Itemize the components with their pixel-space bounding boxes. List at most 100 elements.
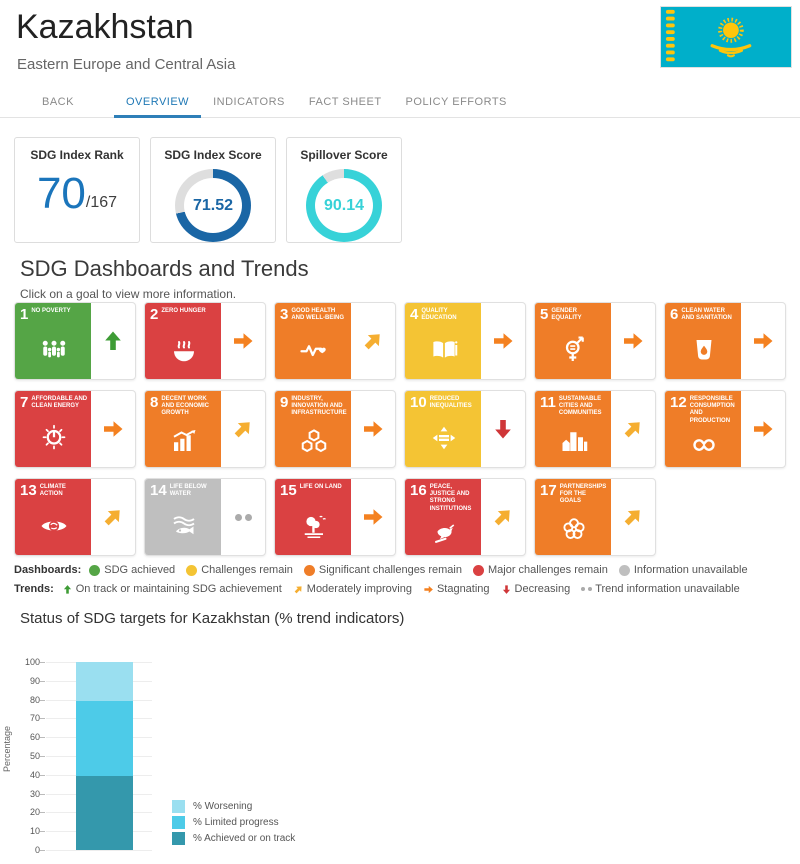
- sdg-8-panel: 8 Decent Work and Economic Growth: [145, 391, 221, 467]
- sdg-title: Gender Equality: [551, 308, 582, 322]
- status-dot-icon: [473, 564, 484, 576]
- tab-overview[interactable]: OVERVIEW: [113, 88, 202, 118]
- bar-segment-limited-progress[interactable]: [76, 700, 133, 776]
- sdg-11-pictogram-icon: [540, 418, 608, 465]
- trend-stagnating-arrow-icon: [494, 333, 513, 349]
- sdg-5-panel: 5 Gender Equality: [535, 303, 611, 379]
- legend-item: Decreasing: [501, 583, 570, 595]
- trend-stagnating-arrow-icon: [104, 421, 123, 437]
- sdg-tile-4[interactable]: 4 Quality Education: [404, 302, 526, 380]
- sdg-17-trend: [611, 479, 655, 555]
- chart-legend-text: % Worsening: [193, 801, 253, 812]
- flag-eagle-icon: [710, 44, 752, 58]
- sdg-1-trend: [91, 303, 135, 379]
- trend-moderate-arrow-icon: [364, 334, 380, 350]
- sdg-index-score-value: 71.52: [192, 196, 234, 214]
- sdg-number: 12: [670, 394, 687, 411]
- sdg-tile-14[interactable]: 14 Life Below Water: [144, 478, 266, 556]
- legend-item: Information unavailable: [618, 564, 748, 576]
- sdg-tile-8[interactable]: 8 Decent Work and Economic Growth: [144, 390, 266, 468]
- sdg-15-pictogram-icon: [280, 498, 348, 553]
- flag-ornament-band: [665, 9, 675, 62]
- bar-segment-worsening[interactable]: [76, 662, 133, 701]
- sdg-title: Responsible Consumption and Production: [689, 396, 735, 424]
- sdg-title: Life Below Water: [169, 484, 207, 498]
- sdg-9-panel: 9 Industry, Innovation and Infrastructure: [275, 391, 351, 467]
- sdg-3-trend: [351, 303, 395, 379]
- sdg-6-pictogram-icon: [670, 322, 738, 377]
- sdg-7-panel: 7 Affordable and Clean Energy: [15, 391, 91, 467]
- chart-title: Status of SDG targets for Kazakhstan (% …: [20, 610, 405, 627]
- sdg-number: 10: [410, 394, 427, 411]
- trend-stagnating-arrow-icon: [424, 585, 433, 593]
- trends-legend: Trends: On track or maintaining SDG achie…: [14, 583, 751, 595]
- legend-item: On track or maintaining SDG achievement: [62, 583, 282, 595]
- trend-stagnating-arrow-icon: [754, 333, 773, 349]
- sdg-15-trend: [351, 479, 395, 555]
- dashboards-legend: Dashboards: SDG achieved Challenges remain…: [14, 564, 759, 576]
- bar-segment-achieved-or-on-track[interactable]: [76, 775, 133, 850]
- sdg-number: 3: [280, 306, 289, 323]
- status-dot-icon: [618, 564, 630, 576]
- sdg-number: 5: [540, 306, 549, 323]
- sdg-4-panel: 4 Quality Education: [405, 303, 481, 379]
- sdg-17-pictogram-icon: [540, 506, 608, 553]
- sdg-11-trend: [611, 391, 655, 467]
- sdg-number: 7: [20, 394, 29, 411]
- sdg-tile-1[interactable]: 1 No Poverty: [14, 302, 136, 380]
- legend-item-label: Significant challenges remain: [318, 564, 462, 576]
- sdg-tile-15[interactable]: 15 Life on Land: [274, 478, 396, 556]
- sdg-tile-9[interactable]: 9 Industry, Innovation and Infrastructure: [274, 390, 396, 468]
- sdg-17-panel: 17 Partnerships for the Goals: [535, 479, 611, 555]
- spillover-score-card: Spillover Score 90.14: [286, 137, 402, 243]
- y-tick-label: 10: [29, 826, 40, 837]
- legend-item-label: Stagnating: [436, 583, 490, 595]
- sdg-tile-13[interactable]: 13 Climate Action: [14, 478, 136, 556]
- sdg-title: Sustainable Cities and Communities: [558, 396, 602, 417]
- sdg-tile-12[interactable]: 12 Responsible Consumption and Production: [664, 390, 786, 468]
- sdg-7-pictogram-icon: [20, 410, 88, 465]
- rank-card-title: SDG Index Rank: [30, 148, 124, 162]
- sdg-tile-11[interactable]: 11 Sustainable Cities and Communities: [534, 390, 656, 468]
- sdg-title: Reduced Inequalities: [429, 396, 472, 410]
- y-tick-label: 100: [24, 657, 40, 667]
- sdg-title: Partnerships for the Goals: [559, 484, 607, 505]
- tab-back[interactable]: BACK: [42, 96, 74, 108]
- sdg-tile-7[interactable]: 7 Affordable and Clean Energy: [14, 390, 136, 468]
- sdg-16-pictogram-icon: [410, 513, 478, 553]
- sdg-14-trend: [221, 479, 265, 555]
- sdg-tile-17[interactable]: 17 Partnerships for the Goals: [534, 478, 656, 556]
- sdg-14-panel: 14 Life Below Water: [145, 479, 221, 555]
- legend-item-label: SDG achieved: [104, 564, 176, 576]
- sdg-8-pictogram-icon: [150, 418, 218, 465]
- sdg-14-pictogram-icon: [150, 498, 218, 553]
- tab-policy-efforts[interactable]: POLICY EFFORTS: [405, 96, 507, 108]
- sdg-10-pictogram-icon: [410, 410, 478, 465]
- tab-indicators[interactable]: INDICATORS: [213, 96, 285, 108]
- sdg-tile-2[interactable]: 2 Zero Hunger: [144, 302, 266, 380]
- sdg-tile-16[interactable]: 16 Peace, Justice and Strong Institutions: [404, 478, 526, 556]
- legend-item-label: Trend information unavailable: [595, 583, 740, 595]
- legend-swatch-icon: [172, 832, 185, 845]
- tab-fact-sheet[interactable]: FACT SHEET: [308, 96, 382, 108]
- sdg-13-trend: [91, 479, 135, 555]
- sdg-7-trend: [91, 391, 135, 467]
- y-tick-label: 0: [34, 845, 40, 855]
- sdg-tile-5[interactable]: 5 Gender Equality: [534, 302, 656, 380]
- sdg-1-pictogram-icon: [20, 322, 88, 377]
- trend-moderate-arrow-icon: [294, 585, 302, 593]
- sdg-tile-10[interactable]: 10 Reduced Inequalities: [404, 390, 526, 468]
- sdg-tile-3[interactable]: 3 Good Health and Well-Being: [274, 302, 396, 380]
- sdg-5-pictogram-icon: [540, 322, 608, 377]
- sdg-9-trend: [351, 391, 395, 467]
- y-tick-label: 80: [29, 694, 40, 705]
- status-dot-icon: [303, 564, 315, 576]
- sdg-5-trend: [611, 303, 655, 379]
- trend-stagnating-arrow-icon: [624, 333, 643, 349]
- trend-unavailable-dots-icon: [234, 513, 252, 521]
- sdg-tile-6[interactable]: 6 Clean Water and Sanitation: [664, 302, 786, 380]
- spillover-score-value: 90.14: [323, 196, 365, 214]
- trend-stagnating-arrow-icon: [364, 509, 383, 525]
- chart-legend: % Worsening % Limited progress % Achieved …: [172, 800, 295, 848]
- sdg-8-trend: [221, 391, 265, 467]
